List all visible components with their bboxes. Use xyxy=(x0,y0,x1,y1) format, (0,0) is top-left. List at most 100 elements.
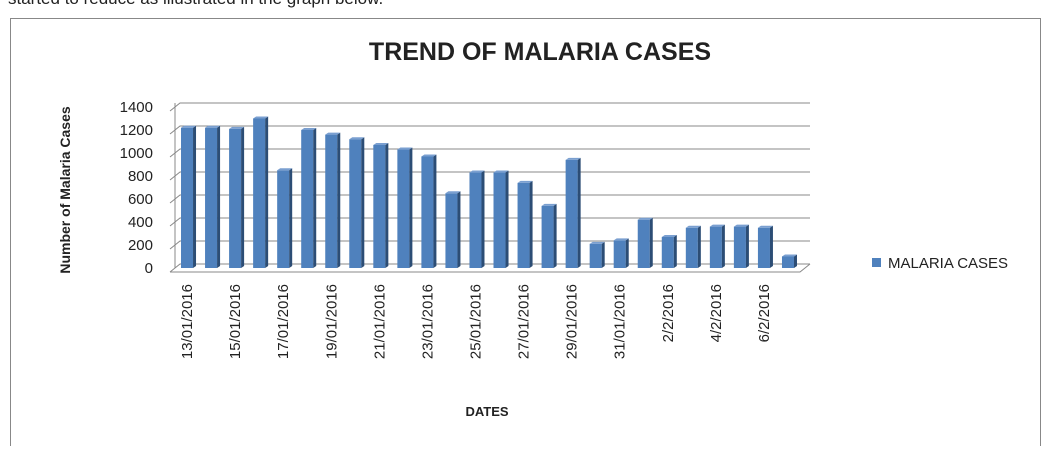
grid-line xyxy=(169,102,810,112)
bar-top xyxy=(325,132,341,135)
bar xyxy=(181,127,194,268)
bar-side xyxy=(529,180,533,268)
bar xyxy=(277,170,290,268)
bar-top xyxy=(493,170,509,173)
y-axis-label: Number of Malaria Cases xyxy=(57,106,73,273)
bar xyxy=(229,128,242,268)
bar-top xyxy=(709,224,725,227)
bar-side xyxy=(193,125,197,268)
y-tick-label: 1200 xyxy=(120,122,153,139)
bar xyxy=(589,243,602,268)
grid-line xyxy=(169,125,810,135)
grid-line xyxy=(169,217,810,227)
bar-side xyxy=(697,225,701,268)
bar-top xyxy=(757,225,773,228)
bar-top xyxy=(589,241,605,244)
x-tick-label: 2/2/2016 xyxy=(660,284,677,342)
x-tick-label: 4/2/2016 xyxy=(708,284,725,342)
bar-top xyxy=(733,224,749,227)
bar xyxy=(397,149,410,268)
y-tick-label: 800 xyxy=(128,168,153,185)
bar xyxy=(613,240,626,268)
bar xyxy=(733,226,746,268)
bar-side xyxy=(457,191,461,268)
bar-top xyxy=(781,254,797,257)
bar xyxy=(205,127,218,268)
y-tick-label: 200 xyxy=(128,237,153,254)
bar-top xyxy=(637,217,653,220)
bar xyxy=(253,118,266,268)
bar-top xyxy=(613,238,629,241)
bar-top xyxy=(301,128,317,130)
bar-top xyxy=(253,116,269,119)
grid-line xyxy=(169,240,810,250)
chart-title: TREND OF MALARIA CASES xyxy=(369,38,711,66)
x-tick-label: 27/01/2016 xyxy=(516,284,533,359)
bar xyxy=(493,172,506,268)
bar-side xyxy=(721,224,725,268)
x-tick-label: 31/01/2016 xyxy=(612,284,629,359)
bar-side xyxy=(673,234,677,268)
bar xyxy=(421,156,434,268)
x-tick-label: 19/01/2016 xyxy=(323,284,340,359)
bar xyxy=(637,219,650,268)
document-text: started to reduce as illustrated in the … xyxy=(8,0,383,8)
y-tick-label: 400 xyxy=(128,214,153,231)
grid-line xyxy=(169,148,810,158)
x-tick-label: 13/01/2016 xyxy=(179,284,196,359)
legend-swatch xyxy=(872,258,881,267)
bar-side xyxy=(649,217,653,268)
bar-top xyxy=(373,142,389,145)
bar-side xyxy=(385,142,389,268)
bar-side xyxy=(241,126,245,268)
bar-side xyxy=(265,116,269,268)
bar xyxy=(301,130,314,268)
bar xyxy=(709,226,722,268)
bar xyxy=(349,139,362,268)
bar-side xyxy=(433,154,437,268)
x-tick-label: 6/2/2016 xyxy=(756,284,773,342)
bar xyxy=(325,134,338,268)
bar-top xyxy=(181,125,197,128)
bar-side xyxy=(409,147,413,268)
y-tick-label: 1400 xyxy=(120,99,153,116)
bar-top xyxy=(349,137,365,140)
bar-side xyxy=(745,224,749,268)
bar-top xyxy=(277,168,293,171)
x-tick-label: 17/01/2016 xyxy=(275,284,292,359)
bar xyxy=(685,227,698,268)
bar-side xyxy=(601,241,605,268)
bar-top xyxy=(565,157,581,160)
bar xyxy=(661,236,674,268)
bar-top xyxy=(541,203,557,206)
bar-top xyxy=(469,170,485,173)
bar-side xyxy=(793,254,797,268)
bar xyxy=(781,256,794,268)
bar-top xyxy=(229,126,245,129)
x-tick-label: 25/01/2016 xyxy=(467,284,484,359)
bar-top xyxy=(685,225,701,228)
bar-side xyxy=(553,203,557,268)
bar xyxy=(469,172,482,268)
x-tick-label: 21/01/2016 xyxy=(371,284,388,359)
y-tick-label: 600 xyxy=(128,191,153,208)
bar xyxy=(757,227,770,268)
legend-label: MALARIA CASES xyxy=(888,255,1008,272)
bar-side xyxy=(337,132,341,268)
plot: 0 200 400 600 800 1000 1200 1400 13/01/2016 15/01… xyxy=(120,99,1008,359)
bar-top xyxy=(205,125,221,128)
bar xyxy=(565,159,578,268)
bar-side xyxy=(289,168,293,268)
bar-top xyxy=(517,180,533,183)
bar-side xyxy=(769,225,773,268)
bar-side xyxy=(505,170,509,268)
bar xyxy=(445,193,458,268)
bar-top xyxy=(421,154,437,157)
grid-line xyxy=(169,194,810,204)
x-axis xyxy=(170,263,811,273)
y-tick-label: 0 xyxy=(145,260,153,277)
bar-side xyxy=(481,170,485,268)
bar-side xyxy=(625,238,629,268)
